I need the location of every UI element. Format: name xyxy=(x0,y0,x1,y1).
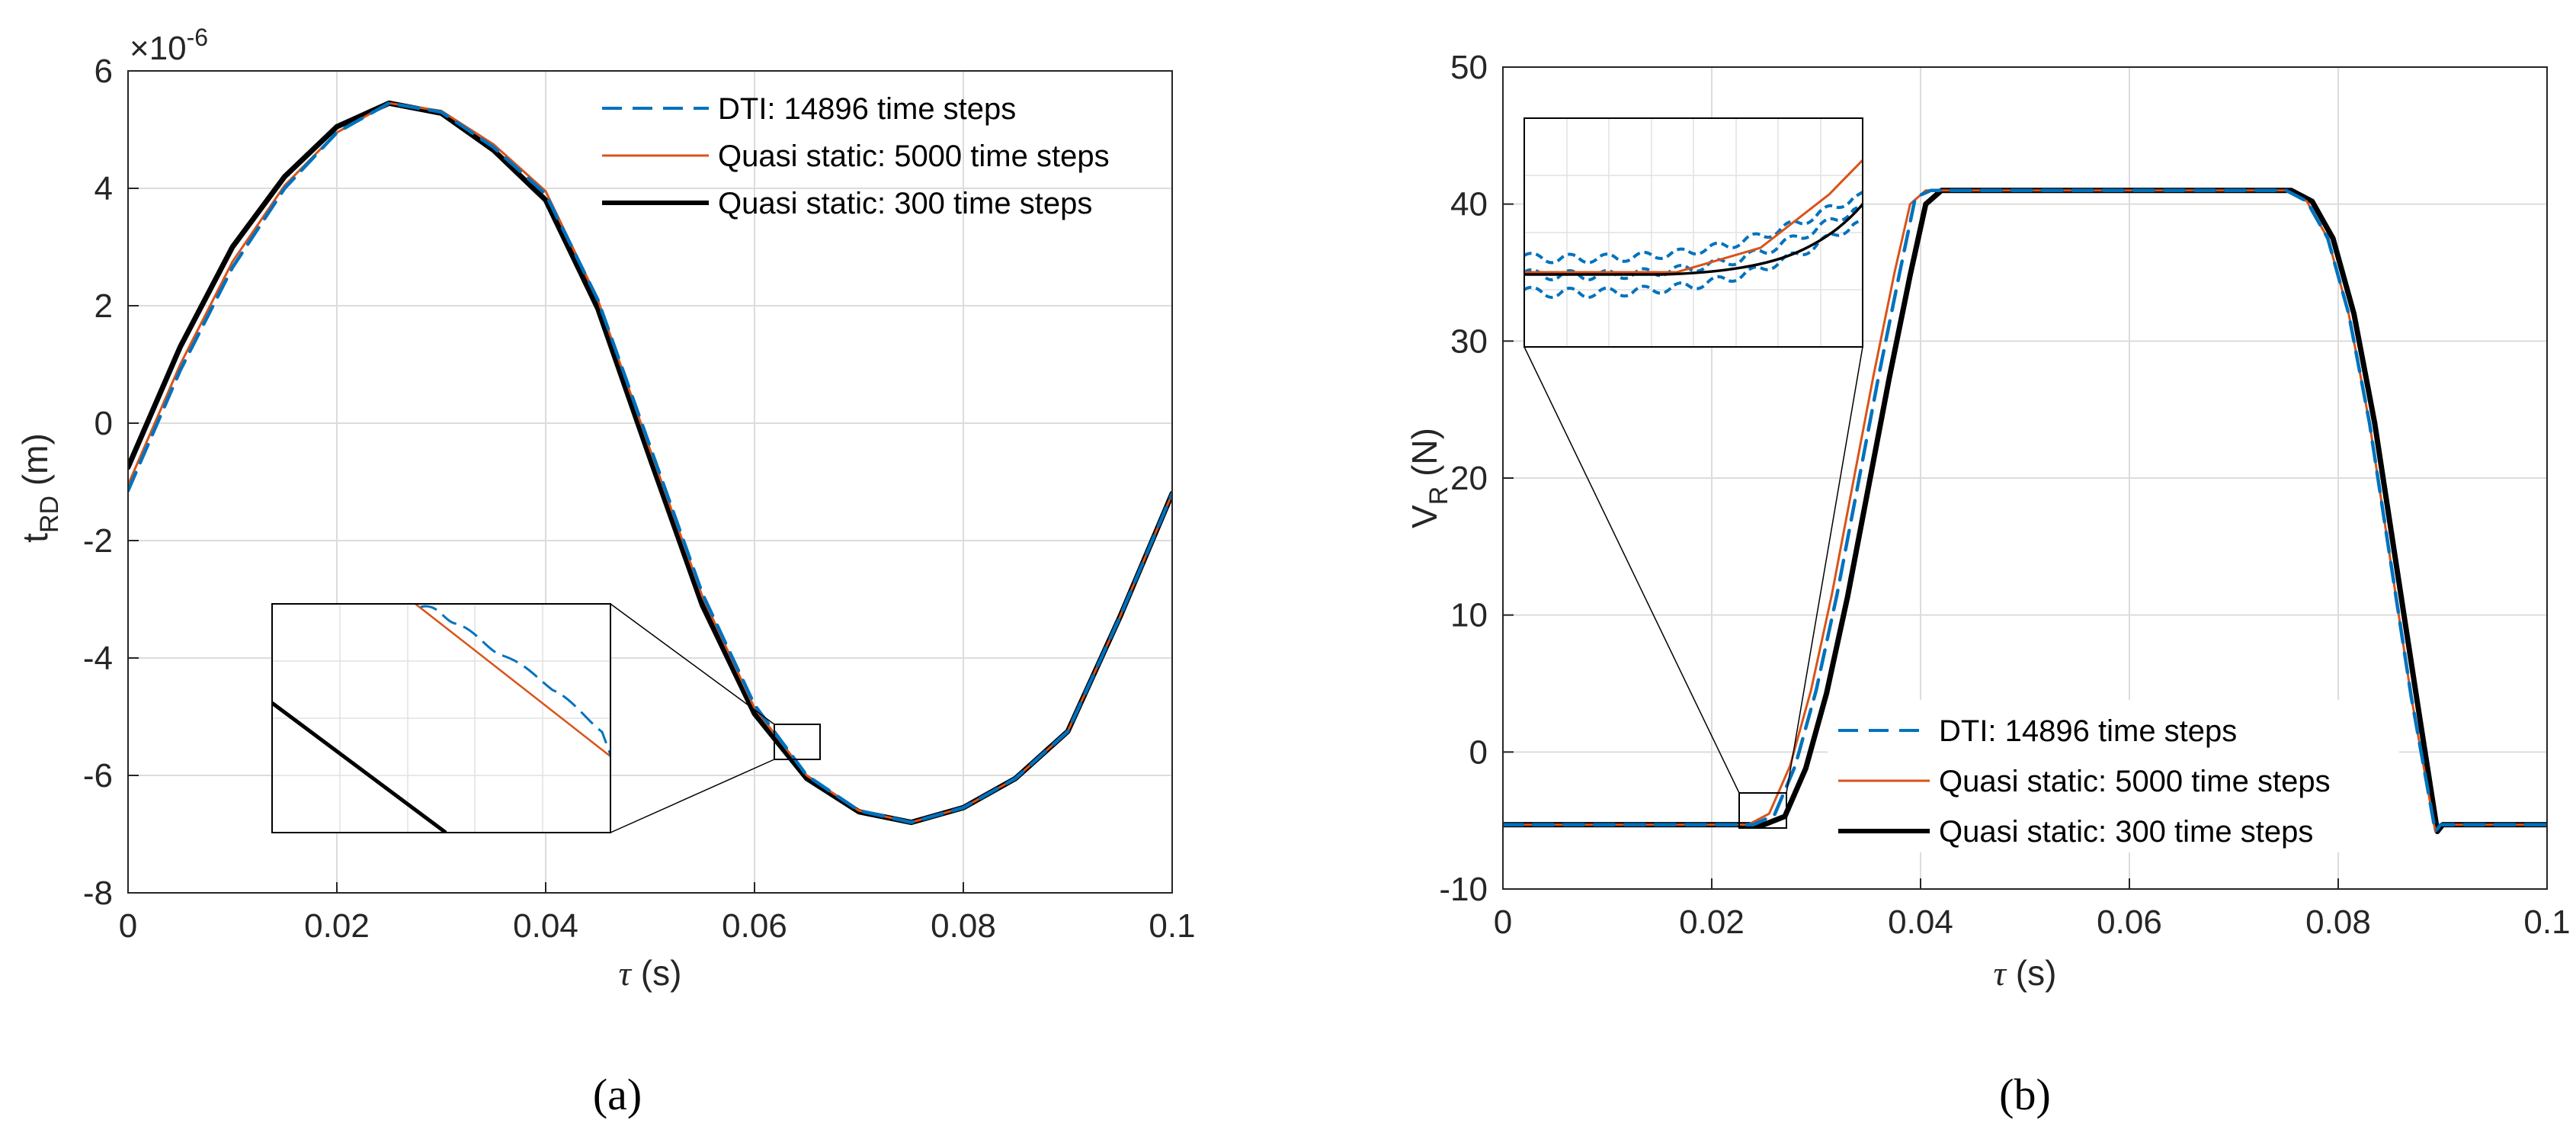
y-tick-label-a: 6 xyxy=(95,53,113,90)
legend-b-qs300-label: Quasi static: 300 time steps xyxy=(1939,815,2313,849)
panel-label-b: (b) xyxy=(1999,1070,2051,1119)
legend-b-dti-label: DTI: 14896 time steps xyxy=(1939,714,2237,748)
y-tick-label-a: -8 xyxy=(83,875,113,912)
x-tick-label-b: 0 xyxy=(1494,904,1512,941)
legend-a-qs300-label: Quasi static: 300 time steps xyxy=(718,187,1092,220)
y-tick-label-a: 0 xyxy=(95,405,113,442)
zoom-connector-b-left xyxy=(1523,346,1740,794)
x-tick-label-b: 0.08 xyxy=(2305,904,2371,941)
legend-b: DTI: 14896 time steps Quasi static: 5000… xyxy=(1828,700,2399,852)
y-tick-label-b: 10 xyxy=(1450,597,1488,634)
x-tick-label-b: 0.06 xyxy=(2097,904,2162,941)
inset-b-grid xyxy=(1524,118,1863,347)
x-tick-label-a: 0.1 xyxy=(1149,907,1195,945)
x-tick-label-a: 0.02 xyxy=(304,907,370,945)
axes-box-a xyxy=(127,70,1173,894)
x-tick-label-a: 0.08 xyxy=(931,907,996,945)
x-tick-label-b: 0.04 xyxy=(1888,904,1953,941)
x-tick-label-a: 0.04 xyxy=(513,907,578,945)
y-tick-label-a: -6 xyxy=(83,757,113,794)
inset-b-dti-upper xyxy=(1524,191,1863,265)
series-group-b xyxy=(1503,188,2547,834)
series-line-a-dti xyxy=(128,101,1172,824)
inset-b-qs5000-line xyxy=(1524,159,1863,274)
x-axis-label-a: τ (s) xyxy=(619,953,682,993)
legend-b-bg xyxy=(1828,700,2399,852)
x-tick-label-b: 0.02 xyxy=(1679,904,1745,941)
y-axis-label-b: VR (N) xyxy=(1405,428,1453,528)
inset-a-qs5000-line xyxy=(415,604,610,757)
panel-a: 0 0.02 0.04 0.06 0.08 0.1 -8 -6 -4 -2 0 2 4 6 ×10-6 t… xyxy=(15,24,1196,1119)
inset-a-qs300-line xyxy=(272,701,447,833)
zoom-box-b xyxy=(1738,792,1787,829)
inset-b xyxy=(1523,117,1863,829)
zoom-box-a xyxy=(774,724,821,760)
y-tick-label-a: -4 xyxy=(83,640,113,677)
series-line-b-dti xyxy=(1503,188,2547,833)
panel-label-a: (a) xyxy=(593,1070,642,1119)
inset-b-dti-lower xyxy=(1524,217,1863,299)
inset-a-dti-line xyxy=(420,605,610,756)
y-tick-label-b: -10 xyxy=(1439,871,1488,908)
y-tick-label-b: 0 xyxy=(1469,733,1488,771)
zoom-connector-b-right xyxy=(1786,346,1863,794)
inset-a-grid xyxy=(272,604,610,833)
y-tick-label-b: 50 xyxy=(1450,49,1488,86)
y-tick-label-a: -2 xyxy=(83,522,113,560)
inset-b-border xyxy=(1523,117,1863,348)
y-tick-label-a: 2 xyxy=(95,287,113,325)
legend-a-qs5000-label: Quasi static: 5000 time steps xyxy=(718,140,1110,173)
x-tick-label-a: 0.06 xyxy=(722,907,787,945)
ticks-a: 0 0.02 0.04 0.06 0.08 0.1 -8 -6 -4 -2 0 2 4 6 xyxy=(83,53,1196,945)
inset-a xyxy=(271,603,821,833)
x-axis-label-b: τ (s) xyxy=(1994,953,2057,993)
legend-b-qs5000-label: Quasi static: 5000 time steps xyxy=(1939,765,2331,798)
series-group-a xyxy=(128,100,1172,826)
inset-a-border xyxy=(271,603,611,833)
inset-b-qs300-line xyxy=(1524,203,1863,276)
zoom-connector-a-bottom xyxy=(610,759,775,833)
y-axis-label-a: tRD (m) xyxy=(15,433,64,543)
x-tick-label-b: 0.1 xyxy=(2523,904,2570,941)
y-tick-label-a: 4 xyxy=(95,170,113,207)
legend-a: DTI: 14896 time steps Quasi static: 5000… xyxy=(602,92,1110,220)
x-tick-label-a: 0 xyxy=(119,907,137,945)
legend-a-dti-label: DTI: 14896 time steps xyxy=(718,92,1016,126)
zoom-connector-a-top xyxy=(610,603,775,725)
y-tick-label-b: 40 xyxy=(1450,186,1488,223)
y-tick-label-b: 20 xyxy=(1450,460,1488,497)
y-tick-label-b: 30 xyxy=(1450,323,1488,360)
y-exponent-a: ×10-6 xyxy=(130,24,208,67)
